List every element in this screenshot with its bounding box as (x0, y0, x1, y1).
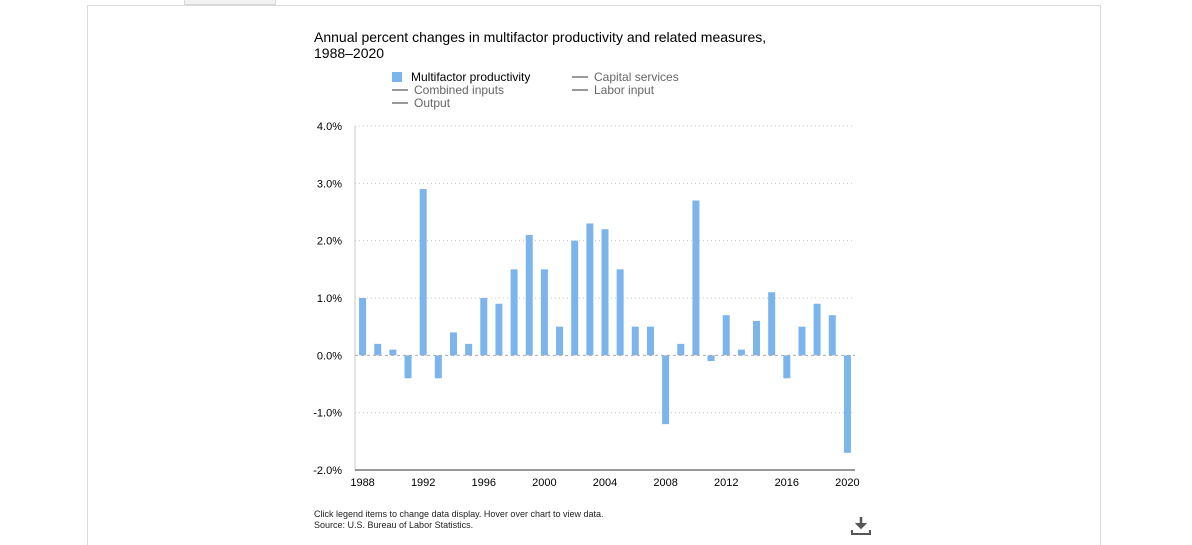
bar-2013[interactable] (737, 349, 745, 356)
y-tick-label: 4.0% (317, 121, 342, 133)
x-tick-label: 2020 (835, 477, 859, 489)
bar-2017[interactable] (798, 326, 806, 356)
y-tick-label: 2.0% (317, 236, 342, 248)
bar-1995[interactable] (465, 343, 473, 356)
y-tick-label: 3.0% (317, 178, 342, 190)
legend-item-combined-inputs[interactable]: Combined inputs (392, 82, 505, 97)
chart-footer: Click legend items to change data displa… (314, 509, 603, 531)
bar-1988[interactable] (359, 298, 367, 356)
download-icon[interactable] (850, 515, 872, 537)
bar-2016[interactable] (783, 355, 791, 379)
x-tick-label: 2004 (593, 477, 617, 489)
bar-1990[interactable] (389, 349, 397, 356)
bar-1994[interactable] (449, 332, 457, 356)
legend-swatch-line (392, 101, 408, 104)
legend-label: Combined inputs (414, 82, 505, 97)
bar-2007[interactable] (646, 326, 654, 356)
footer-note: Click legend items to change data displa… (314, 509, 604, 519)
bar-2005[interactable] (616, 269, 624, 356)
bar-2002[interactable] (571, 240, 579, 356)
bar-1991[interactable] (404, 355, 412, 379)
legend: Multifactor productivity Capital service… (392, 70, 712, 110)
y-tick-label: -1.0% (313, 408, 342, 420)
chart-frame (87, 5, 1101, 545)
bar-2001[interactable] (556, 326, 564, 356)
x-tick-label: 2012 (714, 477, 738, 489)
x-tick-label: 2008 (653, 477, 677, 489)
bar-2015[interactable] (768, 292, 776, 356)
bar-2003[interactable] (586, 223, 594, 356)
legend-swatch-line (392, 88, 408, 91)
legend-item-multifactor-productivity[interactable]: Multifactor productivity (392, 69, 531, 84)
y-tick-label: -2.0% (313, 465, 342, 477)
legend-label: Labor input (594, 82, 655, 97)
chart-title: Annual percent changes in multifactor pr… (314, 29, 767, 61)
bar-2006[interactable] (631, 326, 639, 356)
tab-stub[interactable] (184, 0, 276, 5)
x-tick-label: 1988 (350, 477, 374, 489)
bar-2019[interactable] (828, 315, 836, 356)
legend-label: Capital services (594, 69, 679, 84)
bar-1989[interactable] (374, 343, 382, 356)
legend-swatch-line (572, 75, 588, 78)
bar-2014[interactable] (753, 320, 761, 356)
x-tick-label: 1996 (472, 477, 496, 489)
bar-chart[interactable]: -2.0% -1.0% 0.0% 1.0% 2.0% 3.0% 4.0% 1988 1992 19… (300, 112, 870, 497)
y-tick-label: 1.0% (317, 293, 342, 305)
bar-1992[interactable] (419, 189, 427, 356)
bar-1999[interactable] (525, 234, 533, 356)
bar-1996[interactable] (480, 298, 488, 356)
legend-item-capital-services[interactable]: Capital services (572, 69, 679, 84)
legend-label: Output (414, 95, 451, 110)
bar-2020[interactable] (843, 355, 851, 453)
legend-item-output[interactable]: Output (392, 95, 451, 110)
bar-2010[interactable] (692, 200, 700, 356)
bar-2008[interactable] (662, 355, 670, 425)
legend-label: Multifactor productivity (411, 69, 531, 84)
bar-2012[interactable] (722, 315, 730, 356)
bar-1993[interactable] (434, 355, 442, 379)
bar-2011[interactable] (707, 355, 715, 362)
bar-1998[interactable] (510, 269, 518, 356)
legend-swatch-bar (392, 71, 402, 82)
bar-2018[interactable] (813, 303, 821, 356)
legend-item-labor-input[interactable]: Labor input (572, 82, 655, 97)
x-tick-label: 2000 (532, 477, 556, 489)
bar-2009[interactable] (677, 343, 685, 356)
bar-2004[interactable] (601, 229, 609, 356)
footer-source: Source: U.S. Bureau of Labor Statistics. (314, 520, 474, 530)
bar-2000[interactable] (540, 269, 548, 356)
legend-swatch-line (572, 88, 588, 91)
x-tick-label: 1992 (411, 477, 435, 489)
x-tick-label: 2016 (775, 477, 799, 489)
bar-1997[interactable] (495, 303, 503, 356)
y-tick-label: 0.0% (317, 350, 342, 362)
